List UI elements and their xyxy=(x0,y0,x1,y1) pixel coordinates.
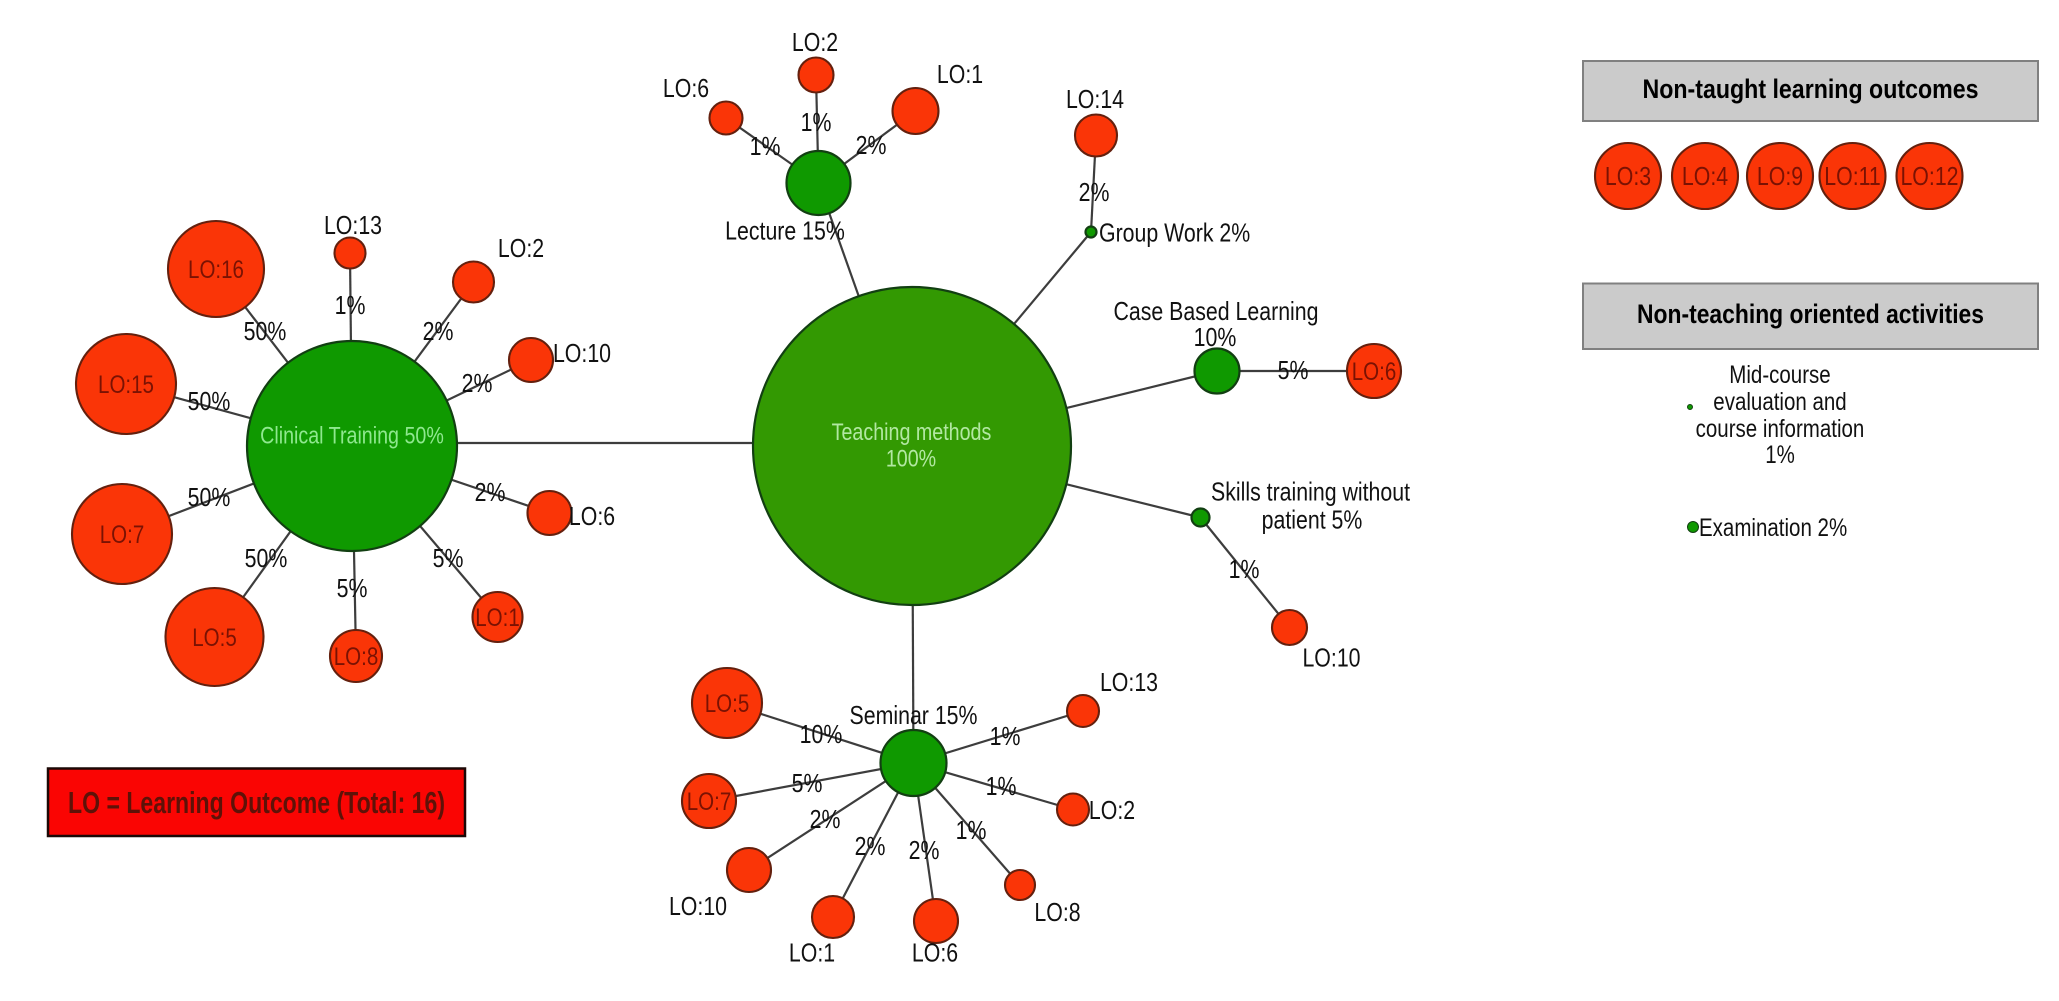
svg-text:LO:12: LO:12 xyxy=(1900,161,1958,191)
svg-text:2%: 2% xyxy=(855,831,886,861)
svg-text:1%: 1% xyxy=(335,290,366,320)
svg-text:10%: 10% xyxy=(800,719,843,749)
svg-text:Clinical Training 50%: Clinical Training 50% xyxy=(260,422,444,449)
svg-text:LO:15: LO:15 xyxy=(98,371,154,399)
svg-text:2%: 2% xyxy=(475,477,506,507)
svg-text:LO:10: LO:10 xyxy=(553,338,611,368)
svg-text:patient 5%: patient 5% xyxy=(1262,505,1363,535)
svg-text:LO:9: LO:9 xyxy=(1757,161,1803,191)
svg-text:2%: 2% xyxy=(1079,177,1110,207)
svg-text:100%: 100% xyxy=(886,445,936,472)
svg-text:evaluation and: evaluation and xyxy=(1713,388,1846,416)
svg-text:LO:14: LO:14 xyxy=(1066,84,1124,114)
svg-text:1%: 1% xyxy=(986,771,1017,801)
svg-text:Examination 2%: Examination 2% xyxy=(1699,514,1847,542)
svg-text:1%: 1% xyxy=(801,107,832,137)
svg-text:LO:1: LO:1 xyxy=(475,604,520,632)
svg-text:50%: 50% xyxy=(245,543,288,573)
svg-text:LO:8: LO:8 xyxy=(334,643,379,671)
svg-text:1%: 1% xyxy=(1229,554,1260,584)
svg-text:LO:2: LO:2 xyxy=(498,233,544,263)
svg-text:Skills training without: Skills training without xyxy=(1211,477,1411,507)
svg-text:LO:7: LO:7 xyxy=(100,521,145,549)
svg-text:50%: 50% xyxy=(188,482,231,512)
svg-text:10%: 10% xyxy=(1194,322,1237,352)
svg-text:50%: 50% xyxy=(244,316,287,346)
svg-text:LO:13: LO:13 xyxy=(324,210,382,240)
svg-text:LO:6: LO:6 xyxy=(663,73,709,103)
svg-text:1%: 1% xyxy=(956,815,987,845)
svg-text:LO:1: LO:1 xyxy=(937,59,983,89)
svg-text:LO:10: LO:10 xyxy=(669,891,727,921)
svg-text:Non-teaching oriented activiti: Non-teaching oriented activities xyxy=(1637,299,1984,329)
svg-text:LO:2: LO:2 xyxy=(792,27,838,57)
svg-text:50%: 50% xyxy=(188,386,231,416)
svg-text:2%: 2% xyxy=(810,804,841,834)
svg-text:2%: 2% xyxy=(423,316,454,346)
svg-text:LO:2: LO:2 xyxy=(1089,795,1135,825)
svg-text:Lecture 15%: Lecture 15% xyxy=(725,216,845,246)
svg-text:LO:4: LO:4 xyxy=(1682,161,1728,191)
svg-text:LO:3: LO:3 xyxy=(1605,161,1651,191)
svg-text:2%: 2% xyxy=(856,130,887,160)
svg-text:LO:6: LO:6 xyxy=(1352,358,1397,386)
svg-text:5%: 5% xyxy=(433,543,464,573)
svg-text:LO:5: LO:5 xyxy=(192,624,237,652)
svg-text:LO:8: LO:8 xyxy=(1034,897,1080,927)
svg-text:1%: 1% xyxy=(990,721,1021,751)
svg-text:LO:1: LO:1 xyxy=(789,938,835,968)
svg-text:LO:10: LO:10 xyxy=(1302,643,1360,673)
svg-text:5%: 5% xyxy=(792,768,823,798)
svg-text:LO:16: LO:16 xyxy=(188,256,244,284)
svg-text:Group Work 2%: Group Work 2% xyxy=(1099,218,1250,248)
svg-text:2%: 2% xyxy=(909,835,940,865)
svg-text:LO:5: LO:5 xyxy=(705,690,750,718)
svg-text:LO = Learning Outcome (Total:: LO = Learning Outcome (Total: 16) xyxy=(68,785,445,820)
svg-text:LO:7: LO:7 xyxy=(687,788,732,816)
svg-text:1%: 1% xyxy=(1765,441,1795,469)
svg-text:LO:6: LO:6 xyxy=(912,938,958,968)
svg-text:Mid-course: Mid-course xyxy=(1729,361,1830,389)
svg-text:5%: 5% xyxy=(337,573,368,603)
svg-text:LO:13: LO:13 xyxy=(1100,667,1158,697)
svg-text:5%: 5% xyxy=(1278,355,1309,385)
svg-text:2%: 2% xyxy=(462,368,493,398)
svg-text:Non-taught learning outcomes: Non-taught learning outcomes xyxy=(1643,74,1979,104)
svg-text:LO:6: LO:6 xyxy=(569,501,615,531)
svg-text:Case Based Learning: Case Based Learning xyxy=(1114,296,1319,326)
svg-text:1%: 1% xyxy=(750,131,781,161)
svg-text:Teaching methods: Teaching methods xyxy=(832,419,992,446)
svg-text:Seminar 15%: Seminar 15% xyxy=(850,700,978,730)
svg-text:LO:11: LO:11 xyxy=(1824,161,1881,191)
svg-text:course information: course information xyxy=(1696,415,1865,443)
